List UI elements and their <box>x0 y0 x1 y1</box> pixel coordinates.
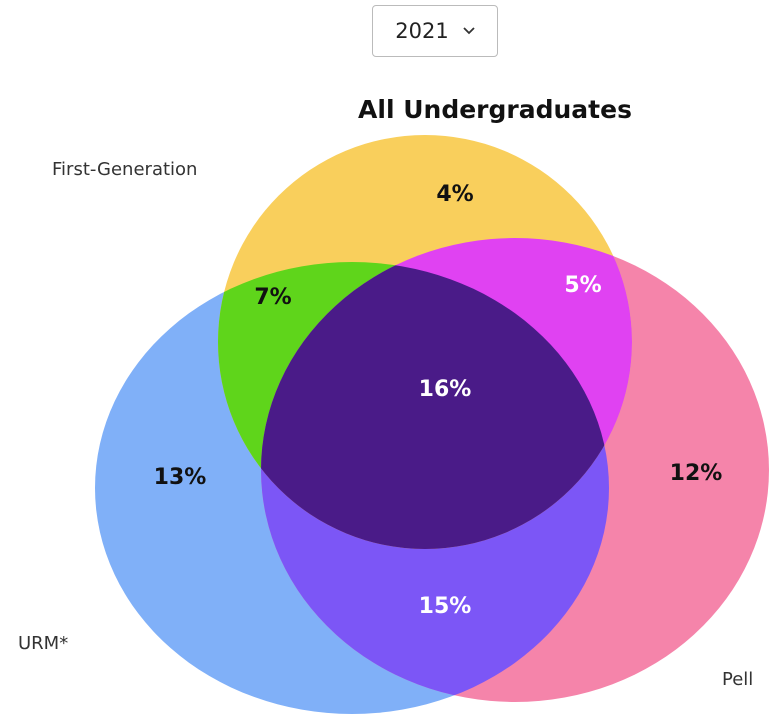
first-gen-urm-overlap <box>218 262 609 549</box>
set-label: Pell <box>722 669 753 690</box>
chevron <box>463 27 475 35</box>
region-label: 5% <box>564 273 601 298</box>
region-label: 4% <box>436 182 473 207</box>
region-label: 15% <box>419 594 472 619</box>
dropdown-value: 2021 <box>395 19 449 43</box>
title: All Undergraduates <box>358 95 632 124</box>
set-label: URM* <box>18 633 68 654</box>
set-label: First-Generation <box>52 159 197 180</box>
region-label: 12% <box>670 461 723 486</box>
region-label: 16% <box>419 377 472 402</box>
pell-circle <box>261 238 769 702</box>
region-label: 7% <box>254 285 291 310</box>
urm-pell-overlap <box>261 262 609 702</box>
first-gen-pell-overlap <box>261 238 632 549</box>
urm-circle <box>95 262 609 714</box>
center-overlap <box>261 262 609 549</box>
first-generation-circle <box>218 135 632 549</box>
region-label: 13% <box>154 465 207 490</box>
year-dropdown[interactable]: 2021 <box>372 5 498 57</box>
